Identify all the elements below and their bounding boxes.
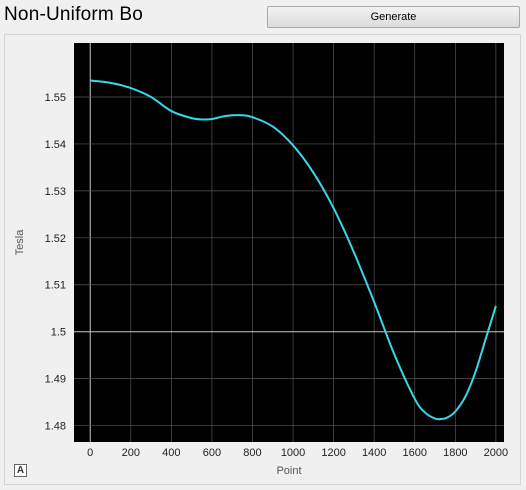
x-axis-label: Point [276,465,301,477]
x-tick-label: 1200 [321,447,345,459]
y-tick-label: 1.49 [45,374,66,386]
x-tick-label: 1600 [403,447,427,459]
y-tick-label: 1.54 [45,139,66,151]
y-tick-label: 1.52 [45,233,66,245]
x-tick-label: 600 [203,447,221,459]
y-tick-label: 1.51 [45,280,66,292]
x-tick-label: 200 [122,447,140,459]
grid [74,43,504,442]
y-tick-label: 1.5 [51,327,66,339]
y-tick-label: 1.48 [45,421,66,433]
auto-scale-button[interactable]: A [14,464,27,477]
x-tick-label: 800 [243,447,261,459]
window-title: Non-Uniform Bo [4,4,144,25]
y-axis-label: Tesla [14,229,26,256]
x-tick-label: 1000 [281,447,305,459]
x-tick-labels: 0 200 400 600 800 1000 1200 1400 1600 1800 2000 [87,447,508,459]
generate-button[interactable]: Generate [267,6,520,28]
x-tick-label: 1400 [362,447,386,459]
x-tick-label: 2000 [484,447,508,459]
x-tick-label: 0 [87,447,93,459]
plot-area [74,43,504,442]
y-tick-labels: 1.48 1.49 1.5 1.51 1.52 1.53 1.54 1.55 [45,92,66,433]
y-tick-label: 1.55 [45,92,66,104]
x-tick-label: 1800 [443,447,467,459]
x-tick-label: 400 [162,447,180,459]
series-line [90,79,497,421]
y-tick-label: 1.53 [45,186,66,198]
